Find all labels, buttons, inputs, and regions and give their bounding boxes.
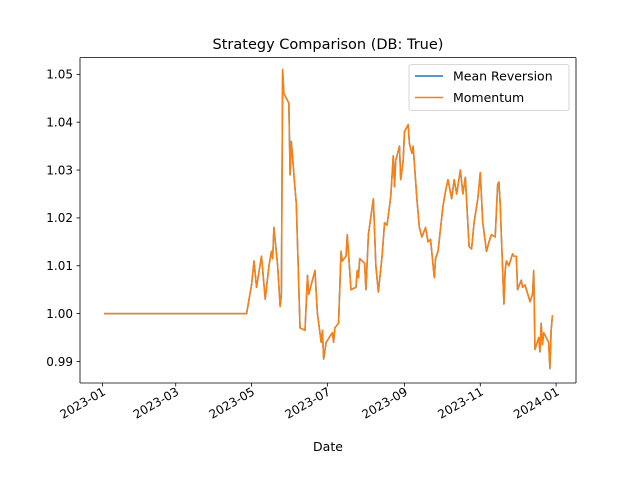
- y-tick-label: 1.05: [46, 68, 73, 82]
- legend: Mean Reversion Momentum: [408, 64, 570, 111]
- y-axis-ticks: 0.99 1.00 1.01 1.02 1.03 1.04 1.05: [46, 68, 80, 369]
- series-layer: [104, 68, 554, 370]
- y-tick-label: 1.04: [46, 116, 73, 130]
- x-axis-label: Date: [313, 439, 343, 454]
- y-tick-label: 0.99: [46, 355, 73, 369]
- legend-label-1: Momentum: [453, 90, 524, 105]
- series-line-1: [104, 68, 554, 370]
- chart-title: Strategy Comparison (DB: True): [213, 37, 444, 53]
- axes-frame: [79, 57, 577, 384]
- y-tick-label: 1.00: [46, 307, 73, 321]
- y-tick-label: 1.01: [46, 259, 73, 273]
- legend-box: [408, 64, 570, 111]
- plot-area: [80, 57, 576, 383]
- y-tick-label: 1.03: [46, 163, 73, 177]
- y-tick-label: 1.02: [46, 211, 73, 225]
- legend-label-0: Mean Reversion: [453, 69, 553, 84]
